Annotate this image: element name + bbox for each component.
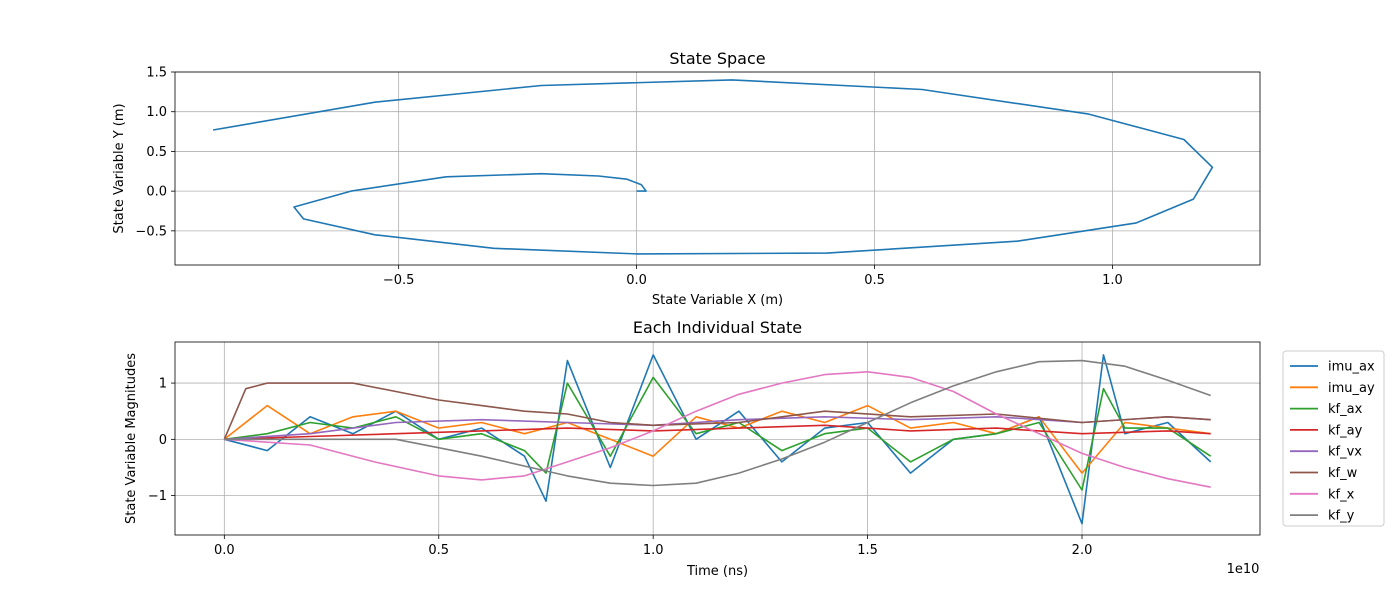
y-tick-label: 0 bbox=[159, 433, 167, 448]
y-tick-label: 0.0 bbox=[146, 185, 167, 200]
y-tick: 0.5 bbox=[146, 145, 175, 160]
y-tick: −0.5 bbox=[135, 224, 175, 239]
state-space-series bbox=[212, 79, 1214, 255]
x-tick-label: 1.5 bbox=[857, 543, 878, 558]
legend-label: imu_ay bbox=[1328, 381, 1375, 396]
legend-item-kf_ay: kf_ay bbox=[1290, 423, 1363, 438]
state-space-axes-frame bbox=[174, 71, 1261, 266]
x-tick-label: 0.0 bbox=[214, 543, 235, 558]
y-tick-label: −0.5 bbox=[135, 224, 167, 239]
individual-state-x-ticks: 0.0 0.5 1.0 1.5 2.0 bbox=[214, 535, 1092, 558]
state-space-x-ticks: −0.5 0.0 0.5 1.0 bbox=[383, 265, 1123, 288]
series-line-imu_ax bbox=[224, 354, 1212, 525]
individual-state-title: Each Individual State bbox=[633, 318, 802, 337]
y-tick: 1.5 bbox=[146, 66, 175, 81]
x-tick: 1.0 bbox=[1102, 265, 1123, 288]
y-tick-label: −1 bbox=[148, 489, 167, 504]
series-line-kf_ay bbox=[224, 424, 1211, 441]
x-tick: 0.5 bbox=[428, 535, 449, 558]
individual-state-y-ticks: −1 0 1 bbox=[148, 377, 175, 504]
legend-label: kf_y bbox=[1328, 509, 1355, 524]
x-tick-label: 1.0 bbox=[1102, 273, 1123, 288]
y-tick-label: 1.0 bbox=[146, 105, 167, 120]
x-tick-label: 1.0 bbox=[643, 543, 664, 558]
x-tick: 0.0 bbox=[214, 535, 235, 558]
individual-state-x-axis-label: Time (ns) bbox=[686, 564, 748, 579]
state-space-x-axis-label: State Variable X (m) bbox=[652, 293, 783, 308]
individual-state-axes-frame bbox=[174, 341, 1261, 536]
legend-item-kf_x: kf_x bbox=[1290, 487, 1355, 502]
legend-item-imu_ay: imu_ay bbox=[1290, 381, 1375, 396]
legend-item-kf_y: kf_y bbox=[1290, 509, 1355, 524]
x-tick: 1.0 bbox=[643, 535, 664, 558]
state-space-title: State Space bbox=[669, 49, 765, 68]
x-tick: 1.5 bbox=[857, 535, 878, 558]
state-space-chart: −0.5 0.0 0.5 1.0 −0.5 0.0 0.5 1.0 1.5 State Spa… bbox=[112, 49, 1261, 308]
y-tick: 1.0 bbox=[146, 105, 175, 120]
x-tick-label: 0.5 bbox=[864, 273, 885, 288]
trajectory-line bbox=[212, 79, 1214, 255]
x-offset-label: 1e10 bbox=[1227, 562, 1260, 577]
x-tick-label: 0.0 bbox=[626, 273, 647, 288]
x-tick-label: 0.5 bbox=[428, 543, 449, 558]
y-tick: −1 bbox=[148, 489, 175, 504]
x-tick-label: −0.5 bbox=[383, 273, 415, 288]
y-tick: 1 bbox=[159, 377, 175, 392]
x-tick-label: 2.0 bbox=[1072, 543, 1093, 558]
y-tick: 0.0 bbox=[146, 185, 175, 200]
x-tick: −0.5 bbox=[383, 265, 415, 288]
legend-label: kf_w bbox=[1328, 466, 1358, 481]
state-space-y-axis-label: State Variable Y (m) bbox=[112, 103, 127, 233]
series-line-kf_x bbox=[224, 370, 1211, 488]
legend-box bbox=[1282, 350, 1385, 527]
legend-label: kf_x bbox=[1328, 487, 1355, 502]
individual-state-y-axis-label: State Variable Magnitudes bbox=[124, 353, 139, 524]
state-space-y-ticks: −0.5 0.0 0.5 1.0 1.5 bbox=[135, 66, 175, 239]
x-tick: 2.0 bbox=[1072, 535, 1093, 558]
y-tick-label: 1 bbox=[159, 377, 167, 392]
individual-state-chart: 0.0 0.5 1.0 1.5 2.0 −1 0 1 Each Individual Sta… bbox=[124, 318, 1385, 579]
legend-item-kf_ax: kf_ax bbox=[1290, 402, 1363, 417]
legend: imu_ax imu_ay kf_ax kf_ay kf_vx kf_w kf_x kf_y bbox=[1282, 350, 1385, 527]
legend-item-kf_w: kf_w bbox=[1290, 466, 1358, 481]
individual-state-series bbox=[223, 354, 1212, 525]
legend-label: kf_ay bbox=[1328, 423, 1363, 438]
x-tick: 0.5 bbox=[864, 265, 885, 288]
legend-label: kf_vx bbox=[1328, 445, 1362, 460]
y-tick-label: 1.5 bbox=[146, 66, 167, 81]
legend-label: imu_ax bbox=[1328, 360, 1375, 375]
y-tick: 0 bbox=[159, 433, 175, 448]
legend-label: kf_ax bbox=[1328, 402, 1363, 417]
legend-item-imu_ax: imu_ax bbox=[1290, 360, 1375, 375]
series-line-kf_y bbox=[224, 359, 1211, 487]
legend-item-kf_vx: kf_vx bbox=[1290, 445, 1362, 460]
y-tick-label: 0.5 bbox=[146, 145, 167, 160]
x-tick: 0.0 bbox=[626, 265, 647, 288]
